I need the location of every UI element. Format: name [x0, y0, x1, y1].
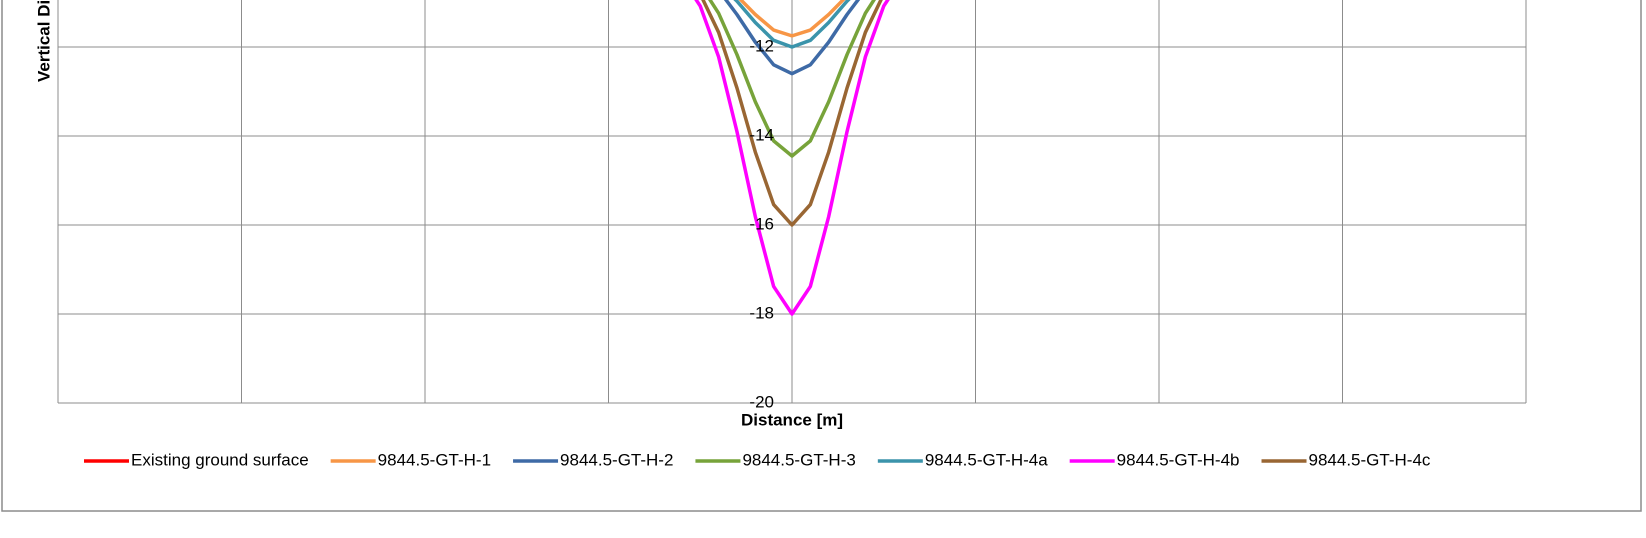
- series-lines: [694, 0, 890, 316]
- y-tick-label: -12: [749, 36, 774, 55]
- legend-label: 9844.5-GT-H-4c: [1309, 450, 1431, 469]
- series-line: [708, 0, 876, 158]
- y-tick-label: -14: [749, 125, 774, 144]
- series-line: [701, 0, 883, 227]
- series-line: [738, 0, 846, 38]
- chart-frame: [1, 0, 1642, 512]
- legend-label: 9844.5-GT-H-4a: [925, 450, 1048, 469]
- x-axis-title: Distance [m]: [741, 410, 843, 429]
- series-line: [733, 0, 851, 49]
- legend-label: 9844.5-GT-H-1: [378, 450, 491, 469]
- series-line: [694, 0, 890, 316]
- series-line: [723, 0, 861, 76]
- y-axis-title: Vertical Displacement [m]: [34, 0, 53, 82]
- legend-label: 9844.5-GT-H-3: [742, 450, 855, 469]
- legend-label: 9844.5-GT-H-2: [560, 450, 673, 469]
- legend: Existing ground surface 9844.5-GT-H-1 9844…: [84, 450, 1431, 469]
- y-tick-label: -16: [749, 214, 774, 233]
- y-tick-label: -20: [749, 392, 774, 411]
- legend-label: Existing ground surface: [131, 450, 309, 469]
- y-tick-label: -18: [749, 303, 774, 322]
- tick-labels: -20-18-16-14-12-10-8-6-4-20: [749, 36, 774, 411]
- legend-label: 9844.5-GT-H-4b: [1117, 450, 1240, 469]
